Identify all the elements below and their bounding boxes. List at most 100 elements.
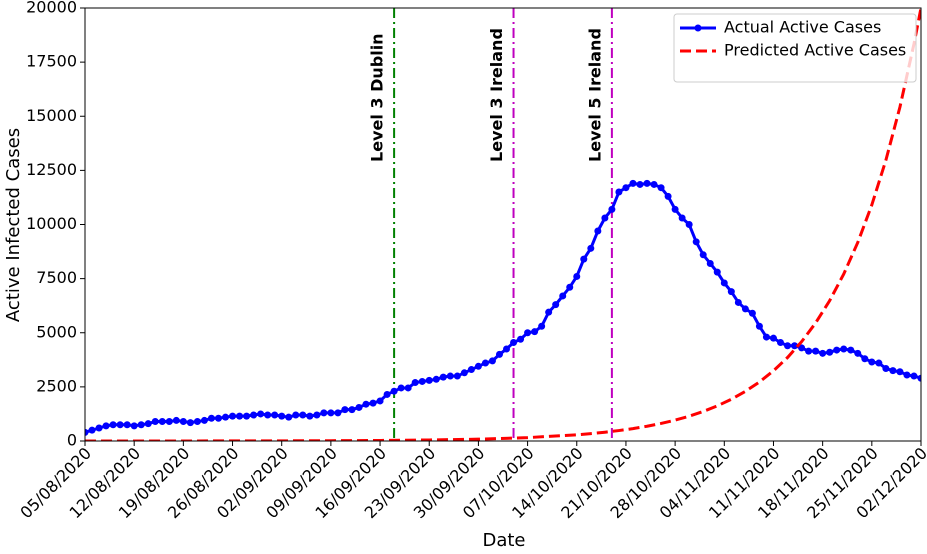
data-point [503,345,511,353]
data-point [868,358,876,366]
data-point [257,410,265,418]
data-point [446,372,454,380]
data-point [847,346,855,354]
data-point [292,411,300,419]
data-point [805,347,813,355]
data-point [826,348,834,356]
data-point [882,364,890,372]
y-tick-label: 12500 [26,160,77,179]
data-point [854,349,862,357]
data-point [727,288,735,296]
data-point [573,272,581,280]
data-point [664,192,672,200]
data-point [299,411,307,419]
data-point [362,400,370,408]
data-point [144,420,152,428]
data-point [369,399,377,407]
series-line [85,181,921,434]
y-tick-label: 7500 [36,268,77,287]
data-point [179,418,187,426]
data-point [587,244,595,252]
data-point [376,397,384,405]
data-point [769,334,777,342]
data-point [327,409,335,417]
data-point [650,180,658,188]
data-point [439,373,447,381]
plot-frame [84,7,922,442]
data-point [622,184,630,192]
data-point [320,409,328,417]
data-point [692,238,700,246]
data-point [172,416,180,424]
data-point [875,359,883,367]
data-point [791,342,799,350]
data-point [460,369,468,377]
data-point [193,418,201,426]
data-point [657,184,665,192]
data-point [594,227,602,235]
legend-label: Actual Active Cases [724,18,881,37]
event-label: Level 3 Dublin [368,33,387,162]
data-point [748,309,756,317]
data-point [453,372,461,380]
data-point [889,367,897,375]
data-point [608,205,616,213]
data-point [531,328,539,336]
data-point [784,342,792,350]
data-point [341,406,349,414]
data-point [383,390,391,398]
data-point [102,422,110,430]
data-point [418,377,426,385]
data-point [517,335,525,343]
data-point [397,384,405,392]
data-point [798,344,806,352]
data-point [404,384,412,392]
data-point [545,308,553,316]
data-point [601,214,609,222]
event-label: Level 3 Ireland [487,28,506,162]
data-point [903,371,911,379]
data-point [186,419,194,427]
data-point [552,301,560,309]
data-point [243,412,251,420]
data-point [566,283,574,291]
data-point [236,412,244,420]
y-tick-label: 20000 [26,0,77,17]
data-point [706,259,714,267]
data-point [833,346,841,354]
data-point [671,205,679,213]
data-point [741,305,749,313]
data-point [250,411,258,419]
data-point [488,357,496,365]
data-point [229,412,237,420]
data-point [334,409,342,417]
y-tick-label: 5000 [36,322,77,341]
series-layer [85,8,921,441]
y-tick-label: 0 [67,431,77,450]
event-label: Level 5 Ireland [585,28,604,162]
data-point [200,416,208,424]
data-point [762,333,770,341]
data-point [734,298,742,306]
data-point [151,418,159,426]
data-point [510,338,518,346]
data-point [348,406,356,414]
data-point [88,426,96,434]
legend-box [673,13,917,83]
data-point [467,366,475,374]
y-axis-label: Active Infected Cases [3,128,24,322]
data-point [85,428,89,436]
y-tick-label: 10000 [26,214,77,233]
data-point [355,403,363,411]
data-point [285,413,293,421]
data-point [615,188,623,196]
data-point [917,374,921,382]
data-point [95,424,103,432]
legend-label: Predicted Active Cases [724,41,906,60]
y-tick-label: 15000 [26,106,77,125]
data-point [214,414,222,422]
y-tick-label: 2500 [36,376,77,395]
data-point [123,421,131,429]
data-point [699,251,707,259]
